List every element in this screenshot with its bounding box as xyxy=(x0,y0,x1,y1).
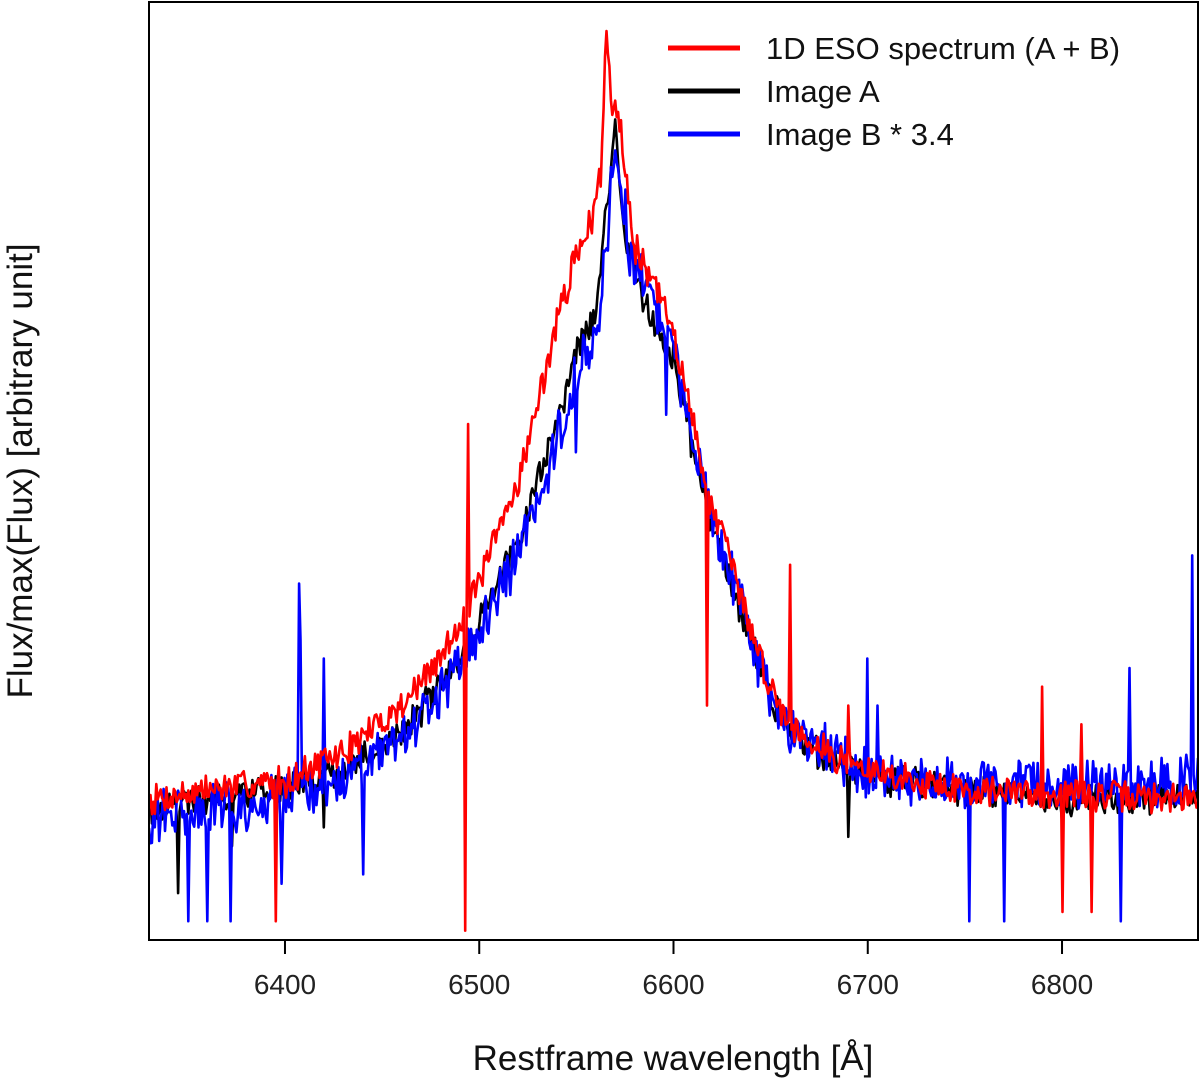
x-axis: 6400 6500 6600 6700 6800 xyxy=(254,940,1093,1000)
x-tick-label: 6600 xyxy=(642,969,704,1000)
x-axis-title: Restframe wavelength [Å] xyxy=(473,1039,874,1078)
x-tick-label: 6500 xyxy=(448,969,510,1000)
series-line-image-b-3-4 xyxy=(149,149,1198,923)
series-line-1d-eso-spectrum-a-b xyxy=(149,29,1198,932)
x-tick-label: 6700 xyxy=(837,969,899,1000)
y-axis-title: Flux/max(Flux) [arbitrary unit] xyxy=(1,243,40,698)
legend-label: 1D ESO spectrum (A + B) xyxy=(766,31,1120,66)
legend: 1D ESO spectrum (A + B) Image A Image B * … xyxy=(668,31,1120,152)
x-tick-label: 6800 xyxy=(1031,969,1093,1000)
x-tick-label: 6400 xyxy=(254,969,316,1000)
series-layer xyxy=(149,29,1198,932)
legend-label: Image A xyxy=(766,74,880,109)
legend-label: Image B * 3.4 xyxy=(766,117,954,152)
